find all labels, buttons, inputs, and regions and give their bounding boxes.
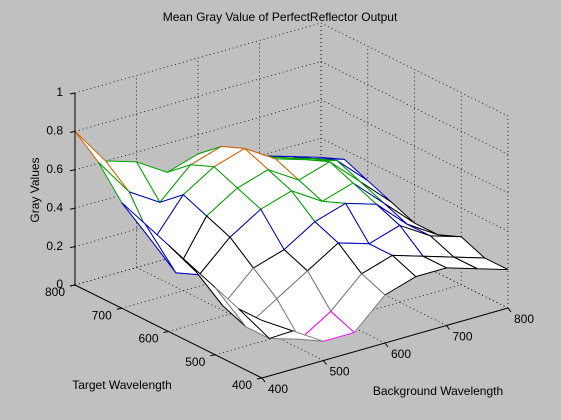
x-tick-label: 500 (329, 365, 349, 379)
x-tick-label: 600 (391, 347, 411, 361)
z-tick (69, 169, 76, 172)
x-tick (507, 307, 512, 313)
z-tick-label: 0.2 (46, 239, 63, 253)
grid-line (320, 22, 509, 117)
x-tick (261, 377, 266, 383)
x-axis-label: Background Wavelength (373, 384, 503, 398)
x-tick (384, 342, 389, 348)
y-tick-label: 400 (232, 378, 252, 392)
mesh-face (238, 308, 295, 339)
z-tick-label: 1 (56, 85, 63, 99)
x-tick-label: 800 (514, 312, 534, 326)
z-tick-label: 0.8 (46, 124, 63, 138)
y-tick-label: 800 (45, 285, 65, 299)
grid-line (320, 61, 509, 155)
grid-line (136, 267, 324, 361)
z-tick (69, 130, 76, 133)
x-tick (446, 325, 450, 330)
y-tick (256, 377, 263, 380)
y-tick-label: 700 (92, 308, 112, 322)
y-tick (116, 307, 122, 310)
z-tick (69, 284, 76, 287)
z-tick (69, 246, 76, 249)
z-tick-label: 0 (56, 277, 63, 291)
y-tick (210, 354, 216, 357)
grid-line (320, 137, 509, 232)
x-tick-label: 400 (268, 382, 288, 396)
x-tick (323, 360, 327, 365)
y-tick-label: 600 (138, 332, 158, 346)
y-tick (163, 331, 169, 333)
x-tick-label: 700 (452, 330, 472, 344)
z-tick (69, 92, 76, 95)
z-tick (69, 207, 76, 210)
chart-title: Mean Gray Value of PerfectReflector Outp… (163, 10, 398, 24)
z-tick-label: 0.4 (46, 200, 63, 214)
y-axis-label: Target Wavelength (72, 378, 172, 392)
z-axis-label: Gray Values (28, 157, 42, 222)
z-tick-label: 0.6 (46, 162, 63, 176)
grid-line (320, 99, 509, 194)
y-tick-label: 500 (185, 355, 205, 369)
